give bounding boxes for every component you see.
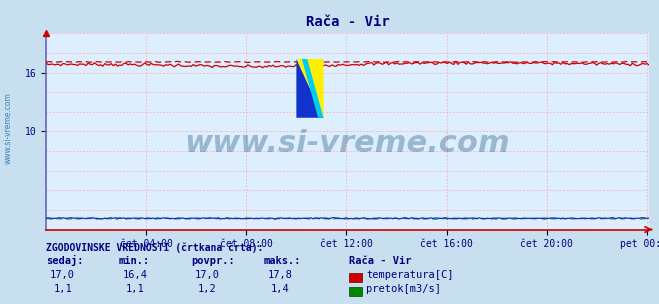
Text: 1,2: 1,2 xyxy=(198,284,217,294)
Text: min.:: min.: xyxy=(119,257,150,267)
Text: 17,8: 17,8 xyxy=(268,270,293,280)
Text: sedaj:: sedaj: xyxy=(46,255,84,267)
Text: temperatura[C]: temperatura[C] xyxy=(366,270,454,280)
Text: 17,0: 17,0 xyxy=(195,270,220,280)
Text: www.si-vreme.com: www.si-vreme.com xyxy=(185,129,511,158)
Text: 1,1: 1,1 xyxy=(53,284,72,294)
Text: 17,0: 17,0 xyxy=(50,270,75,280)
Text: www.si-vreme.com: www.si-vreme.com xyxy=(3,92,13,164)
Text: ZGODOVINSKE VREDNOSTI (črtkana črta):: ZGODOVINSKE VREDNOSTI (črtkana črta): xyxy=(46,242,264,253)
Text: 16,4: 16,4 xyxy=(123,270,148,280)
Text: Rača - Vir: Rača - Vir xyxy=(349,257,412,267)
Text: povpr.:: povpr.: xyxy=(191,257,235,267)
Text: maks.:: maks.: xyxy=(264,257,301,267)
Text: pretok[m3/s]: pretok[m3/s] xyxy=(366,284,442,294)
Title: Rača - Vir: Rača - Vir xyxy=(306,16,389,29)
Text: 1,1: 1,1 xyxy=(126,284,144,294)
Text: 1,4: 1,4 xyxy=(271,284,289,294)
